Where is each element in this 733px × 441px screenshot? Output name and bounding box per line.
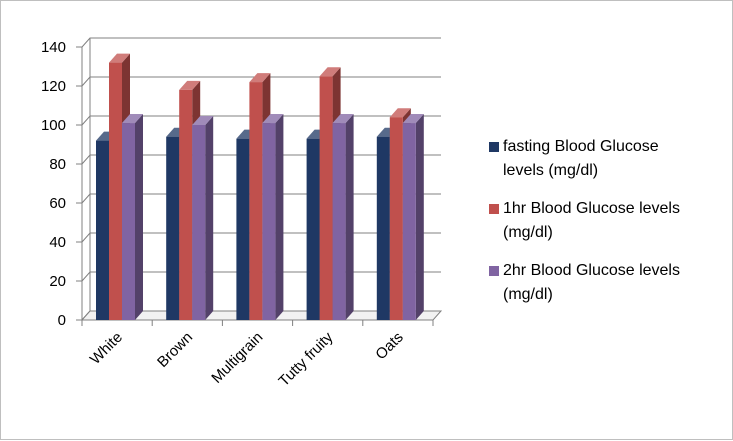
- bar: [319, 76, 333, 320]
- legend: fasting Blood Glucose levels (mg/dl) 1hr…: [489, 135, 729, 321]
- legend-swatch-1hr: [489, 204, 499, 214]
- bar-top: [389, 108, 411, 118]
- legend-item-2hr: 2hr Blood Glucose levels (mg/dl): [489, 259, 729, 307]
- legend-item-1hr: 1hr Blood Glucose levels (mg/dl): [489, 197, 729, 245]
- y-tick-label: 100: [41, 117, 66, 134]
- gridline: [81, 37, 441, 48]
- y-tick-label: 0: [58, 312, 66, 329]
- bar-side: [415, 114, 424, 320]
- bar-top: [122, 114, 143, 124]
- legend-swatch-fasting: [489, 142, 499, 152]
- bar: [306, 138, 320, 320]
- bar: [376, 136, 390, 320]
- y-tick-label: 120: [41, 78, 66, 95]
- bar: [389, 117, 403, 320]
- bar: [166, 136, 180, 320]
- y-tick-label: 80: [49, 156, 66, 173]
- legend-label-2hr-line2: (mg/dl): [503, 286, 553, 303]
- bar-top: [192, 116, 214, 125]
- bar: [179, 89, 193, 321]
- legend-label-1hr-line2: (mg/dl): [503, 224, 553, 241]
- back-wall-edge: [81, 38, 91, 321]
- bar: [262, 123, 276, 320]
- bar-top: [319, 67, 341, 77]
- bar-side: [275, 114, 284, 320]
- y-tick-label: 60: [49, 195, 66, 212]
- y-tick-label: 20: [49, 273, 66, 290]
- y-tick-label: 140: [41, 39, 66, 56]
- legend-item-fasting: fasting Blood Glucose levels (mg/dl): [489, 135, 729, 183]
- legend-label-1hr-line1: 1hr Blood Glucose levels: [503, 200, 680, 217]
- bar: [236, 138, 250, 320]
- bar: [122, 123, 135, 320]
- bar-top: [402, 114, 424, 124]
- bar-top: [109, 53, 130, 63]
- legend-label-fasting-line2: levels (mg/dl): [503, 162, 599, 179]
- x-tick-label: Tutty fruity: [275, 328, 336, 389]
- x-tick-label: Multigrain: [208, 329, 266, 387]
- bar-top: [332, 114, 354, 124]
- plot-area: 0 20 40 60 80 100 120 140 White Brown Multigrain Tu…: [41, 37, 443, 390]
- x-tick-label: Brown: [154, 329, 196, 371]
- bar-top: [249, 73, 271, 83]
- bar: [96, 140, 109, 320]
- bar: [192, 125, 206, 320]
- x-tick-label: Oats: [372, 329, 406, 363]
- bar-top: [179, 80, 201, 90]
- bar: [249, 82, 263, 320]
- bar-side: [205, 116, 214, 320]
- bar: [109, 62, 122, 320]
- bar-top: [262, 114, 284, 124]
- legend-label-fasting-line1: fasting Blood Glucose: [503, 138, 659, 155]
- bar: [332, 123, 346, 320]
- bar-side: [135, 114, 143, 320]
- legend-swatch-2hr: [489, 266, 499, 276]
- x-tick-label: White: [87, 329, 126, 368]
- bar-side: [345, 114, 354, 320]
- legend-label-2hr-line1: 2hr Blood Glucose levels: [503, 262, 680, 279]
- bar: [402, 123, 416, 320]
- y-tick-label: 40: [49, 234, 66, 251]
